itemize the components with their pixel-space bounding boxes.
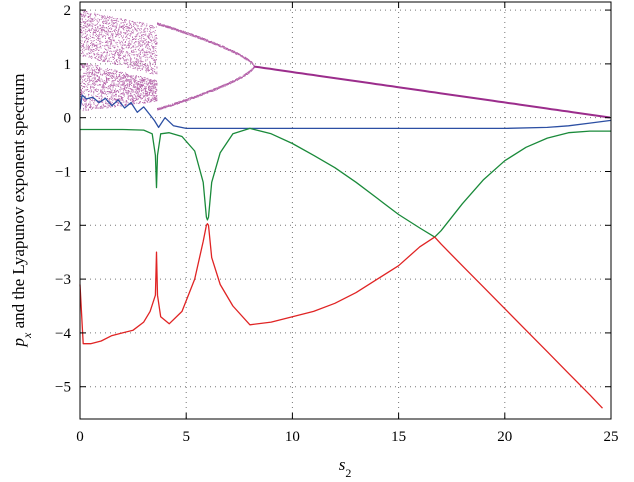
x-axis-label: s2 (339, 455, 352, 480)
y-tick-label: −1 (55, 164, 71, 180)
x-tick-label: 20 (497, 429, 512, 445)
y-tick-label: 0 (64, 111, 72, 127)
series-lines (79, 94, 612, 409)
x-tick-label: 10 (285, 429, 300, 445)
y-tick-label: −3 (55, 272, 71, 288)
series-line-lyap2 (80, 127, 611, 238)
x-tick-label: 5 (182, 429, 190, 445)
x-tick-label: 25 (604, 429, 619, 445)
grid-lines (80, 2, 611, 419)
y-tick-label: −5 (55, 380, 71, 396)
y-tick-label: 1 (64, 57, 72, 73)
bifurcation-tail (254, 65, 611, 119)
x-tick-label: 0 (76, 429, 84, 445)
x-tick-label: 15 (391, 429, 406, 445)
series-line-lyap3 (79, 223, 603, 409)
plot-background (80, 2, 611, 419)
y-axis-label: px and the Lyapunov exponent spectrum (9, 73, 34, 347)
y-tick-label: −4 (55, 326, 71, 342)
y-tick-label: −2 (55, 218, 71, 234)
series-line-lyap1 (79, 94, 612, 130)
tick-marks (79, 2, 612, 419)
bifurcation-diagram (80, 10, 611, 119)
plot-frame (79, 1, 612, 420)
y-tick-label: 2 (64, 3, 72, 19)
